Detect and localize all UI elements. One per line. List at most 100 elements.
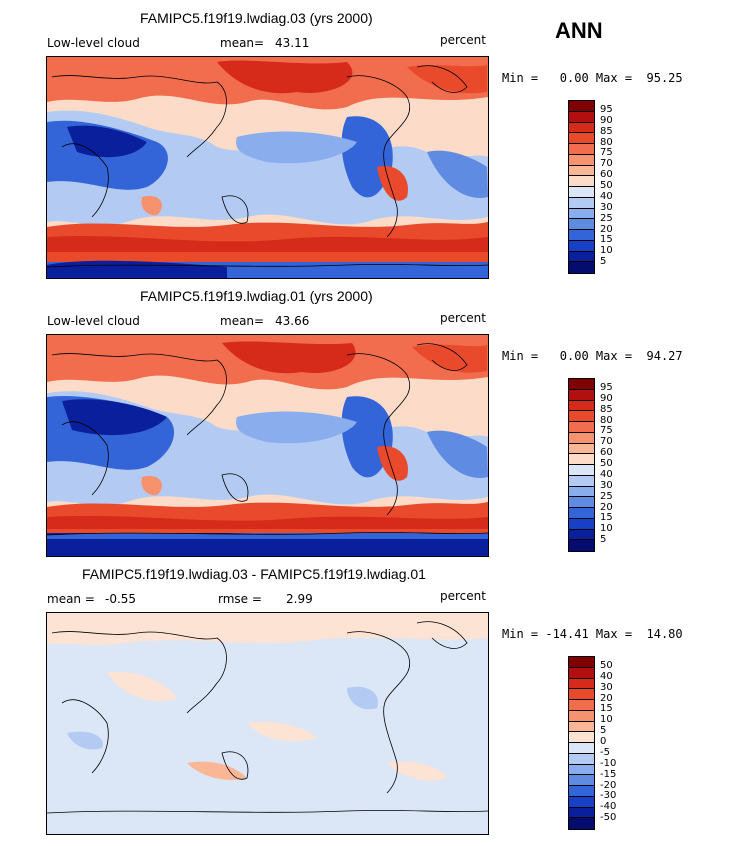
colorbar-swatch: [569, 443, 594, 455]
north-pacific-cloud: [222, 341, 356, 374]
panel-2-mean-label: mean=: [220, 314, 265, 328]
colorbar-tick-label: 25: [600, 212, 613, 224]
indian-positive-diff: [187, 761, 247, 780]
colorbar-swatch: [569, 689, 594, 700]
southern-ocean-max: [47, 515, 488, 529]
colorbar-swatch: [569, 154, 594, 166]
colorbar-tick-label: 80: [600, 136, 613, 148]
colorbar-tick-label: 0: [600, 736, 607, 747]
panel-3-rmse-label: rmse =: [218, 592, 262, 606]
colorbar-tick-label: 80: [600, 414, 613, 426]
panel-1-units: percent: [440, 33, 486, 47]
panel-3-map-svg: [47, 613, 488, 834]
asia-positive-diff: [107, 672, 177, 702]
colorbar-swatch: [569, 122, 594, 134]
colorbar-swatch: [569, 764, 594, 776]
colorbar-swatch: [569, 187, 594, 198]
colorbar-tick-label: 75: [600, 147, 613, 159]
season-label: ANN: [555, 18, 603, 43]
colorbar-tick-label: 5: [600, 725, 607, 737]
colorbar-tick-label: 5: [600, 534, 607, 546]
coastlines: [47, 621, 488, 814]
colorbar-tick-label: 50: [600, 180, 613, 191]
colorbar-swatch: [569, 230, 594, 241]
colorbar-tick-label: 60: [600, 169, 613, 181]
panel-1-title: FAMIPC5.f19f19.lwdiag.03 (yrs 2000): [140, 10, 373, 26]
colorbar-tick-label: 90: [600, 392, 613, 404]
tropical-low-cloud: [47, 110, 488, 226]
colorbar-tick-label: -20: [600, 779, 617, 791]
colorbar-tick-label: 15: [600, 703, 613, 715]
colorbar-tick-label: 5: [600, 256, 607, 268]
colorbar-tick-label: -10: [600, 757, 617, 769]
colorbar-swatch: [569, 796, 594, 808]
colorbar-tick-label: 30: [600, 681, 613, 693]
colorbar-swatch: [569, 721, 594, 733]
asia-min-cloud: [67, 125, 147, 158]
colorbar-swatch: [569, 422, 594, 433]
panel-2-colorbar: [568, 378, 595, 552]
africa-negative-diff: [67, 731, 103, 750]
colorbar-swatch: [569, 743, 594, 754]
colorbar-tick-label: -30: [600, 790, 617, 802]
panel-3-units: percent: [440, 589, 486, 603]
colorbar-swatch: [569, 657, 594, 668]
panel-2-map-svg: [47, 335, 488, 556]
colorbar-swatch: [569, 251, 594, 263]
coastlines: [47, 65, 488, 268]
panel-1-map: [46, 56, 489, 279]
pacific-low-cloud: [236, 131, 357, 164]
antarctic-edge: [47, 533, 488, 539]
colorbar-swatch: [569, 786, 594, 797]
colorbar-swatch: [569, 411, 594, 422]
colorbar-tick-label: 85: [600, 403, 613, 415]
colorbar-swatch: [569, 400, 594, 412]
panel-1-mean-label: mean=: [220, 36, 265, 50]
panel-2-units: percent: [440, 311, 486, 325]
colorbar-swatch: [569, 497, 594, 508]
colorbar-tick-label: 30: [600, 479, 613, 491]
colorbar-tick-label: 70: [600, 436, 613, 448]
panel-1-mean-value: 43.11: [275, 36, 310, 50]
peru-stratocumulus: [377, 446, 408, 481]
north-atlantic-cloud: [412, 344, 487, 373]
panel-3-map: [46, 612, 489, 835]
colorbar-swatch: [569, 753, 594, 765]
colorbar-tick-label: 15: [600, 512, 613, 524]
colorbar-tick-label: -50: [600, 812, 617, 824]
atlantic-positive-diff: [387, 761, 447, 781]
north-pacific-cloud: [217, 60, 353, 94]
colorbar-tick-label: 40: [600, 670, 613, 682]
colorbar-tick-label: 50: [600, 458, 613, 469]
colorbar-tick-label: -15: [600, 768, 617, 780]
colorbar-swatch: [569, 176, 594, 187]
colorbar-tick-label: 10: [600, 523, 613, 535]
colorbar-swatch: [569, 700, 594, 711]
colorbar-swatch: [569, 475, 594, 487]
southern-diff: [47, 796, 488, 834]
colorbar-swatch: [569, 775, 594, 786]
north-positive-diff: [47, 613, 488, 645]
colorbar-swatch: [569, 144, 594, 155]
colorbar-swatch: [569, 240, 594, 252]
colorbar-tick-label: 50: [600, 659, 613, 671]
colorbar-swatch: [569, 807, 594, 819]
atlantic-low-cloud: [427, 150, 488, 198]
panel-1-minmax: Min = 0.00 Max = 95.25: [502, 71, 683, 85]
panel-1-map-svg: [47, 57, 488, 278]
colorbar-swatch: [569, 208, 594, 220]
colorbar-swatch: [569, 432, 594, 444]
colorbar-swatch: [569, 197, 594, 209]
namibia-stratocumulus: [141, 196, 162, 216]
colorbar-tick-label: -40: [600, 801, 617, 813]
colorbar-tick-label: -5: [600, 746, 610, 758]
colorbar-tick-label: 25: [600, 490, 613, 502]
southern-ocean-max: [47, 235, 488, 252]
colorbar-swatch: [569, 732, 594, 743]
americas-negative-diff: [347, 686, 378, 710]
north-atlantic-cloud: [407, 65, 487, 94]
panel-2-title: FAMIPC5.f19f19.lwdiag.01 (yrs 2000): [140, 288, 373, 304]
colorbar-swatch: [569, 165, 594, 177]
panel-3-mean-value: -0.55: [105, 592, 137, 606]
colorbar-swatch: [569, 818, 594, 829]
